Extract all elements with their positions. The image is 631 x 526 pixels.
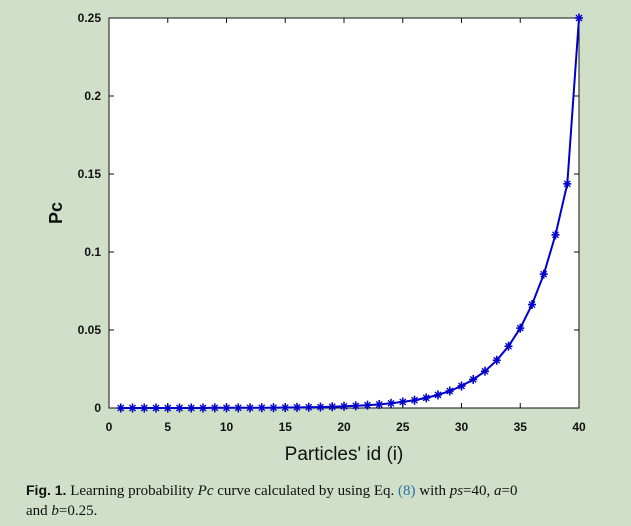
y-tick-label: 0.05 xyxy=(78,323,102,337)
y-tick-label: 0 xyxy=(94,401,101,415)
caption-text: =0.25. xyxy=(58,503,98,519)
data-series xyxy=(116,13,583,413)
data-point xyxy=(199,403,207,413)
caption-text: Learning probability xyxy=(66,483,198,499)
y-tick-label: 0.25 xyxy=(78,11,102,25)
data-point xyxy=(422,393,431,403)
data-point xyxy=(234,403,243,413)
x-tick-label: 5 xyxy=(164,420,171,434)
data-point xyxy=(375,399,384,409)
data-point xyxy=(351,401,360,411)
data-point xyxy=(152,403,160,413)
data-point xyxy=(128,403,137,413)
caption-text: =40, xyxy=(463,483,495,499)
caption-text: with xyxy=(415,483,450,499)
data-point xyxy=(575,13,583,23)
data-point xyxy=(140,403,149,413)
data-point xyxy=(222,403,231,413)
data-point xyxy=(175,403,184,413)
x-tick-label: 25 xyxy=(396,420,410,434)
caption-var-a: a xyxy=(494,483,502,499)
caption-var-ps: ps xyxy=(449,483,464,499)
data-point xyxy=(410,395,419,405)
series-line xyxy=(120,17,580,409)
x-tick-label: 20 xyxy=(337,420,351,434)
axis-ticks: 0 5 10 15 20 25 30 35 40 0 0.05 0.1 0.15 0.2 0.25 xyxy=(78,11,586,434)
x-tick-label: 15 xyxy=(279,420,293,434)
data-point xyxy=(516,323,525,333)
data-point xyxy=(398,397,407,407)
data-point xyxy=(563,179,572,189)
data-point xyxy=(163,403,172,413)
x-tick-label: 0 xyxy=(106,420,113,434)
y-tick-label: 0.2 xyxy=(84,89,101,103)
chart: 0 5 10 15 20 25 30 35 40 0 0.05 0.1 0.15 0.2 0.25 Part… xyxy=(46,11,586,465)
data-point xyxy=(469,374,478,384)
data-point xyxy=(539,269,548,279)
equation-link[interactable]: (8) xyxy=(398,483,416,499)
data-point xyxy=(293,402,301,412)
y-tick-label: 0.1 xyxy=(84,245,101,259)
data-point xyxy=(210,403,219,413)
data-point xyxy=(363,400,372,410)
data-point xyxy=(246,403,254,413)
caption-var-b: b xyxy=(51,503,59,519)
data-point xyxy=(551,230,560,240)
data-point xyxy=(528,300,536,310)
x-tick-label: 40 xyxy=(572,420,586,434)
x-tick-label: 30 xyxy=(455,420,469,434)
data-point xyxy=(481,366,489,376)
data-point xyxy=(445,386,454,396)
data-point xyxy=(434,390,442,400)
data-point xyxy=(281,403,290,413)
data-point xyxy=(340,401,348,411)
data-point xyxy=(116,403,125,413)
caption-text: =0 xyxy=(501,483,518,499)
x-tick-label: 10 xyxy=(220,420,234,434)
figure-caption: Fig. 1. Learning probability Pc curve ca… xyxy=(26,480,616,521)
data-point xyxy=(492,355,501,365)
data-point xyxy=(387,398,395,408)
caption-fig-label: Fig. 1. xyxy=(26,482,67,498)
data-point xyxy=(316,402,325,412)
data-point xyxy=(187,403,196,413)
x-axis-label: Particles' id (i) xyxy=(285,444,404,465)
y-axis-label: Pc xyxy=(46,202,66,224)
caption-text: curve calculated by using Eq. xyxy=(213,483,399,499)
data-point xyxy=(457,381,466,391)
data-point xyxy=(504,341,513,351)
x-tick-label: 35 xyxy=(514,420,528,434)
plot-area xyxy=(108,17,580,409)
caption-var-pc: Pc xyxy=(197,483,214,499)
data-point xyxy=(328,402,337,412)
data-point xyxy=(257,403,266,413)
data-point xyxy=(304,402,313,412)
data-point xyxy=(269,403,278,413)
y-tick-label: 0.15 xyxy=(78,167,102,181)
caption-text: and xyxy=(26,503,52,519)
